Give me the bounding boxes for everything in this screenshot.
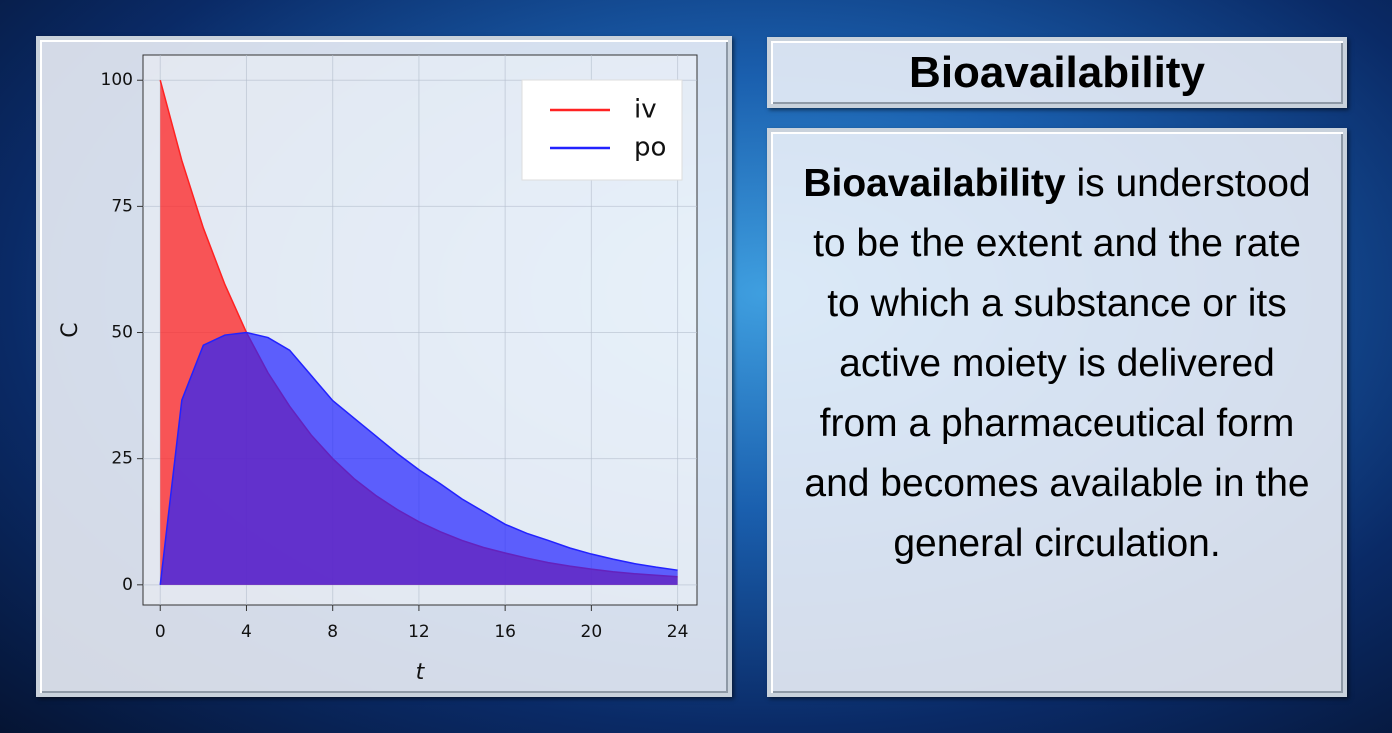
- x-tick-label: 8: [327, 622, 338, 642]
- y-tick-label: 25: [111, 449, 133, 469]
- definition: is understood to be the extent and the r…: [804, 162, 1311, 565]
- y-tick-label: 0: [122, 575, 133, 595]
- x-tick-label: 16: [494, 622, 516, 642]
- y-tick-label: 75: [111, 196, 133, 216]
- x-tick-label: 4: [241, 622, 252, 642]
- x-tick-label: 24: [667, 622, 689, 642]
- legend-label: po: [634, 133, 666, 163]
- title-box: Bioavailability: [767, 37, 1347, 108]
- legend-box: [521, 79, 683, 181]
- title: Bioavailability: [909, 47, 1205, 97]
- text-box: Bioavailability is understood to be the …: [767, 128, 1347, 697]
- y-tick-label: 50: [111, 323, 133, 343]
- x-tick-label: 0: [155, 622, 166, 642]
- x-tick-label: 20: [581, 622, 603, 642]
- x-axis-label: t: [416, 660, 426, 685]
- line: [159, 331, 678, 585]
- x-tick-label: 12: [408, 622, 430, 642]
- area-fill: [160, 332, 678, 585]
- term: Bioavailability: [803, 162, 1066, 205]
- y-axis-label: C: [58, 322, 83, 337]
- legend-label: iv: [634, 95, 657, 125]
- y-tick-label: 100: [101, 70, 133, 90]
